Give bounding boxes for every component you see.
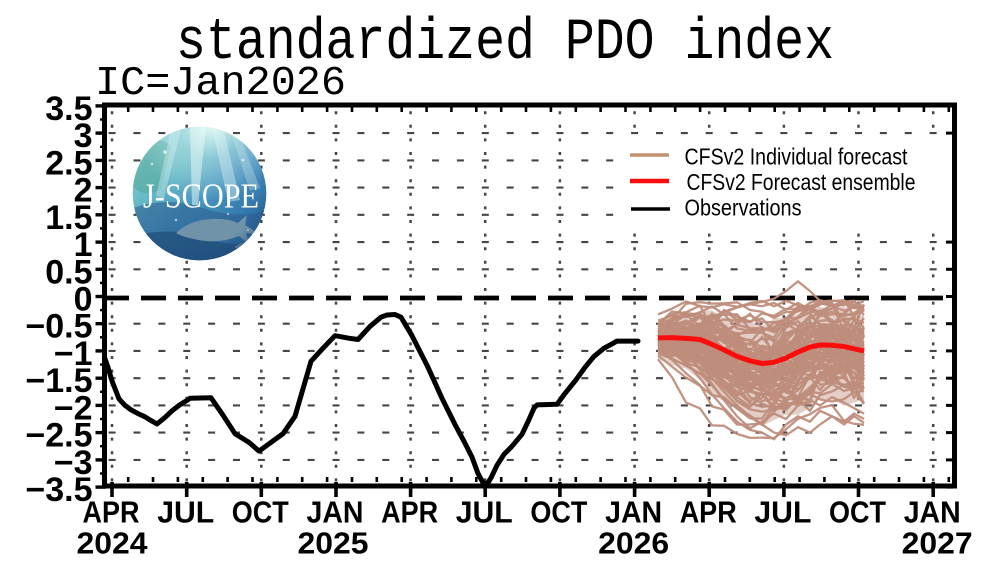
svg-text:2024: 2024	[77, 526, 149, 561]
svg-text:JAN: JAN	[605, 495, 662, 530]
svg-text:APR: APR	[83, 495, 140, 530]
svg-text:2.5: 2.5	[45, 144, 92, 182]
svg-text:JAN: JAN	[904, 495, 961, 530]
svg-text:2025: 2025	[298, 526, 369, 561]
svg-text:0: 0	[74, 281, 93, 319]
svg-text:1.5: 1.5	[45, 199, 92, 237]
svg-text:2: 2	[74, 172, 93, 210]
svg-text:JUL: JUL	[456, 495, 513, 530]
svg-text:OCT: OCT	[232, 495, 289, 530]
svg-text:−3.5: −3.5	[25, 471, 92, 509]
svg-text:standardized PDO index: standardized PDO index	[176, 11, 834, 76]
svg-text:IC=Jan2026: IC=Jan2026	[95, 61, 346, 107]
svg-text:3.5: 3.5	[45, 90, 92, 128]
svg-text:2027: 2027	[902, 526, 973, 561]
svg-text:OCT: OCT	[530, 495, 587, 530]
svg-text:Observations: Observations	[685, 195, 802, 221]
svg-text:CFSv2 Forecast ensemble: CFSv2 Forecast ensemble	[687, 169, 916, 195]
svg-text:1: 1	[74, 226, 93, 264]
svg-text:−2.5: −2.5	[25, 417, 92, 455]
svg-text:−0.5: −0.5	[25, 308, 92, 346]
svg-text:−1.5: −1.5	[25, 362, 92, 400]
svg-text:3: 3	[74, 117, 93, 155]
svg-text:−3: −3	[54, 444, 93, 482]
svg-text:−1: −1	[54, 335, 93, 373]
svg-text:APR: APR	[381, 495, 438, 530]
svg-text:−2: −2	[54, 389, 93, 427]
svg-text:JUL: JUL	[754, 495, 811, 530]
svg-text:J-SCOPE: J-SCOPE	[143, 177, 259, 216]
svg-text:JAN: JAN	[307, 495, 364, 530]
svg-text:2026: 2026	[598, 526, 669, 561]
svg-text:CFSv2 Individual forecast: CFSv2 Individual forecast	[685, 144, 909, 170]
svg-text:JUL: JUL	[157, 495, 214, 530]
svg-text:APR: APR	[680, 495, 737, 530]
svg-text:0.5: 0.5	[45, 253, 92, 291]
svg-text:OCT: OCT	[829, 495, 886, 530]
